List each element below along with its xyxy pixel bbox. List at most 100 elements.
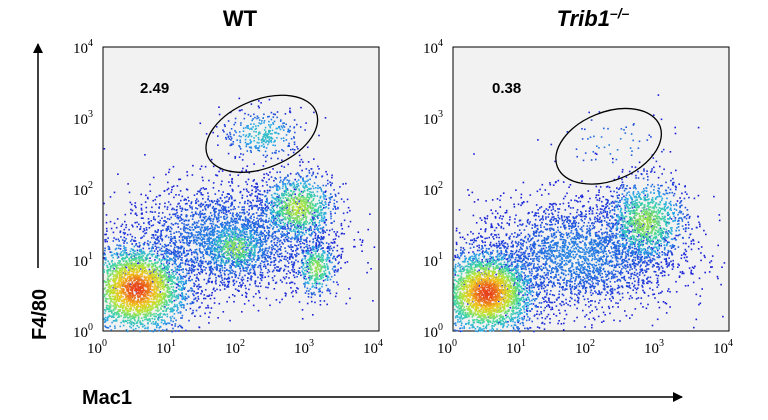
event-dot	[301, 262, 304, 264]
event-dot	[290, 248, 292, 251]
event-dot	[275, 236, 278, 239]
event-dot	[208, 316, 210, 318]
event-dot	[180, 288, 183, 290]
event-dot	[321, 291, 324, 294]
event-dot	[161, 281, 164, 283]
event-dot	[193, 256, 196, 258]
event-dot	[219, 240, 221, 242]
event-dot	[119, 325, 122, 328]
event-dot	[188, 237, 191, 239]
event-dot	[211, 271, 213, 273]
event-dot	[198, 212, 201, 214]
event-dot	[293, 119, 296, 121]
event-dot	[257, 222, 260, 224]
event-dot	[281, 149, 283, 151]
event-dot	[225, 260, 228, 262]
event-dot	[198, 283, 200, 286]
event-dot	[231, 243, 234, 245]
event-dot	[244, 233, 247, 235]
event-dot	[353, 239, 356, 241]
event-dot	[210, 234, 212, 236]
event-dot	[215, 261, 218, 264]
event-dot	[326, 265, 329, 267]
event-dot	[166, 259, 169, 261]
event-dot	[116, 252, 118, 254]
event-dot	[281, 255, 283, 258]
event-dot	[152, 176, 155, 179]
event-dot	[181, 297, 184, 300]
event-dot	[172, 165, 175, 168]
event-dot	[159, 265, 162, 268]
event-dot	[193, 285, 195, 287]
event-dot	[276, 171, 278, 174]
event-dot	[238, 215, 241, 218]
event-dot	[214, 250, 217, 252]
event-dot	[291, 269, 293, 271]
event-dot	[198, 236, 200, 239]
event-dot	[167, 187, 170, 190]
event-dot	[184, 282, 186, 285]
event-dot	[245, 224, 248, 227]
event-dot	[160, 234, 163, 237]
event-dot	[367, 262, 369, 264]
event-dot	[267, 143, 269, 146]
event-dot	[207, 263, 209, 266]
event-dot	[270, 219, 272, 222]
event-dot	[170, 222, 173, 225]
event-dot	[210, 222, 213, 225]
event-dot	[144, 241, 146, 244]
event-dot	[136, 249, 139, 252]
event-dot	[278, 240, 281, 243]
event-dot	[304, 281, 307, 284]
event-dot	[231, 197, 233, 200]
event-dot	[274, 192, 277, 195]
event-dot	[176, 185, 179, 187]
event-dot	[113, 320, 116, 322]
event-dot	[270, 261, 272, 263]
event-dot	[201, 233, 203, 236]
event-dot	[213, 297, 216, 300]
event-dot	[306, 250, 308, 252]
event-dot	[147, 323, 149, 325]
event-dot	[282, 125, 285, 127]
event-dot	[246, 261, 249, 264]
event-dot	[129, 233, 132, 236]
event-dot	[238, 285, 240, 287]
event-dot	[328, 259, 331, 262]
event-dot	[184, 299, 187, 302]
event-dot	[185, 274, 188, 277]
event-dot	[195, 261, 198, 264]
event-dot	[296, 183, 298, 186]
event-dot	[190, 215, 192, 217]
event-dot	[300, 240, 302, 242]
event-dot	[247, 277, 249, 279]
event-dot	[266, 201, 268, 203]
event-dot	[232, 270, 235, 273]
event-dot	[240, 261, 242, 264]
event-dot	[204, 222, 206, 225]
event-dot	[276, 205, 279, 207]
event-dot	[172, 242, 175, 244]
event-dot	[293, 136, 295, 138]
event-dot	[295, 259, 297, 262]
event-dot	[234, 157, 236, 159]
event-dot	[263, 134, 266, 137]
event-dot	[334, 193, 337, 196]
event-dot	[267, 263, 269, 265]
event-dot	[319, 231, 322, 234]
event-dot	[288, 142, 290, 145]
event-dot	[316, 172, 319, 175]
event-dot	[256, 185, 259, 188]
event-dot	[104, 249, 106, 252]
event-dot	[260, 122, 263, 124]
event-dot	[279, 279, 282, 281]
event-dot	[285, 265, 287, 268]
event-dot	[326, 263, 328, 265]
event-dot	[106, 326, 108, 329]
event-dot	[139, 321, 142, 324]
event-dot	[325, 198, 327, 201]
event-dot	[105, 307, 108, 309]
event-dot	[333, 202, 336, 205]
event-dot	[334, 295, 337, 298]
event-dot	[297, 227, 299, 230]
